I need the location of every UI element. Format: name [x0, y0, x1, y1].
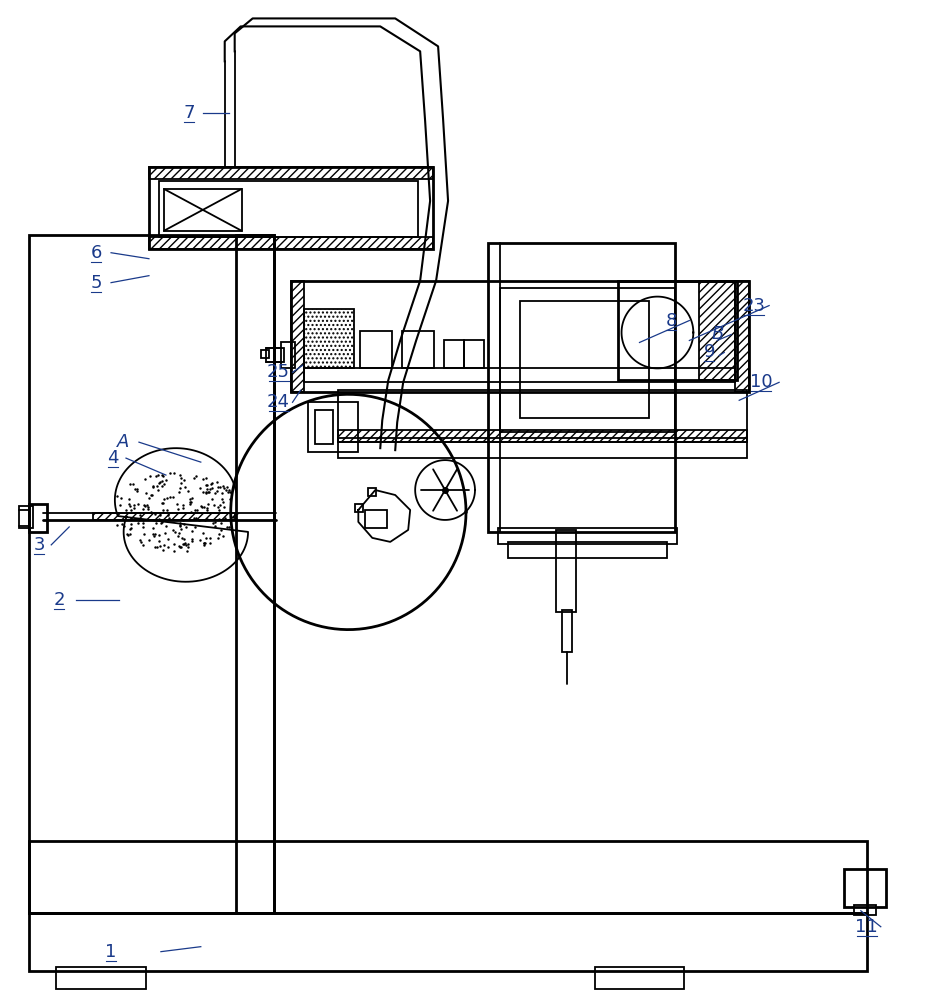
Bar: [159, 181, 418, 237]
Bar: [498, 528, 678, 544]
Bar: [280, 342, 294, 368]
Bar: [29, 504, 47, 532]
Bar: [444, 340, 464, 368]
Text: 1: 1: [105, 943, 117, 961]
Bar: [360, 331, 392, 368]
Bar: [290, 281, 305, 392]
Text: 9: 9: [703, 343, 715, 361]
Bar: [29, 913, 867, 971]
Bar: [854, 905, 876, 915]
Bar: [29, 235, 274, 913]
Text: 24: 24: [267, 393, 290, 411]
Bar: [488, 243, 676, 532]
Bar: [149, 237, 433, 249]
Text: 10: 10: [750, 373, 773, 391]
Bar: [699, 281, 735, 380]
Text: 2: 2: [54, 591, 65, 609]
Text: 4: 4: [107, 449, 118, 467]
Bar: [338, 438, 747, 458]
Text: 5: 5: [90, 274, 102, 292]
Bar: [305, 309, 354, 368]
Bar: [305, 368, 735, 382]
Bar: [508, 542, 667, 558]
Bar: [556, 530, 575, 612]
Text: 8: 8: [666, 312, 677, 330]
Bar: [464, 340, 484, 368]
Text: 11: 11: [855, 918, 878, 936]
Bar: [164, 189, 242, 231]
Bar: [236, 235, 274, 913]
Bar: [308, 402, 358, 452]
Bar: [735, 281, 749, 392]
Text: 25: 25: [267, 363, 290, 381]
Text: B: B: [711, 325, 724, 343]
Bar: [338, 390, 747, 442]
Bar: [402, 331, 434, 368]
Text: 23: 23: [743, 297, 766, 315]
Text: 6: 6: [90, 244, 102, 262]
Bar: [93, 513, 235, 520]
Bar: [316, 410, 334, 444]
Bar: [290, 281, 749, 392]
Bar: [500, 288, 676, 432]
Bar: [56, 967, 146, 989]
Bar: [149, 167, 433, 249]
Bar: [368, 488, 376, 496]
Text: A: A: [117, 433, 129, 451]
Bar: [355, 504, 364, 512]
Bar: [562, 610, 572, 652]
Bar: [520, 301, 650, 418]
Bar: [260, 350, 269, 358]
Bar: [338, 430, 747, 442]
Text: 3: 3: [34, 536, 45, 554]
Bar: [595, 967, 684, 989]
Text: 7: 7: [183, 104, 195, 122]
Bar: [618, 281, 737, 380]
Bar: [366, 510, 387, 528]
Bar: [266, 348, 284, 362]
Bar: [844, 869, 885, 907]
Bar: [149, 167, 433, 179]
Bar: [29, 841, 867, 913]
Bar: [20, 506, 33, 528]
